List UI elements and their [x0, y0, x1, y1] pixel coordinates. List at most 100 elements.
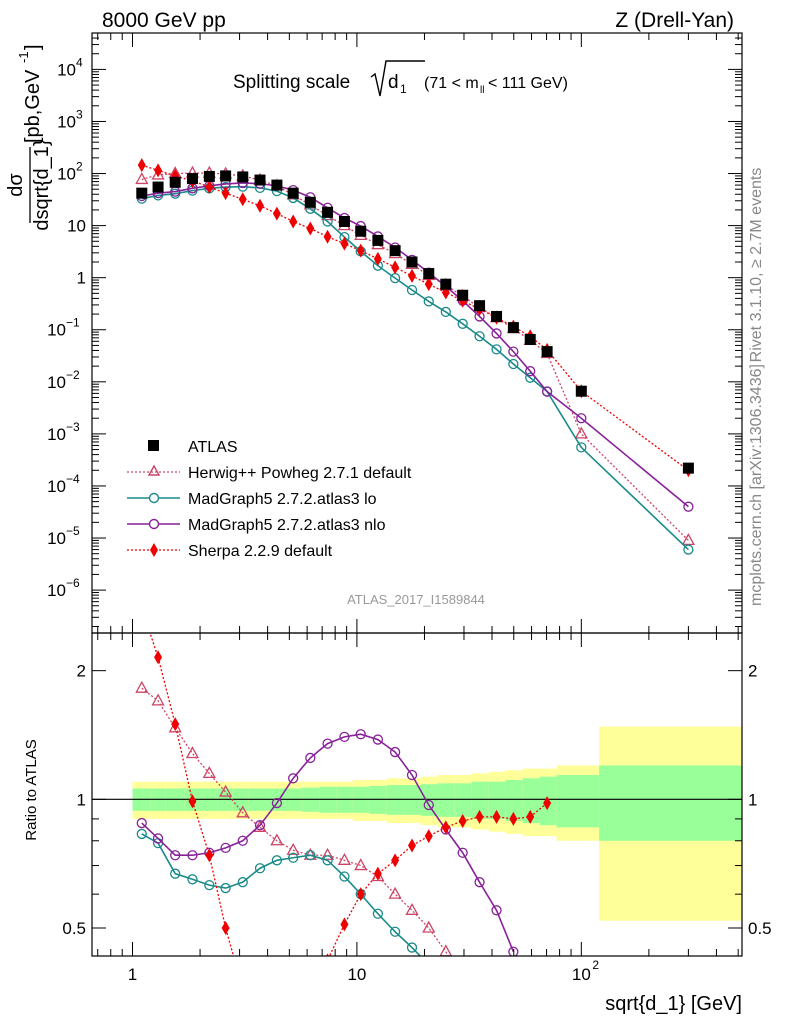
data-point-sherpa: [154, 163, 163, 178]
band-inner-bin: [488, 781, 506, 819]
sqrt-symbol: [370, 60, 425, 97]
ratio-point-mg5nlo: [322, 738, 333, 749]
ratio-point-mg5lo: [339, 871, 350, 882]
legend-sherpa-marker: [150, 543, 158, 557]
y-axis-label-unit-end: ]: [22, 44, 44, 50]
y-tick-label-exponent: −6: [66, 576, 80, 590]
plot-title: Splitting scale d 1 (71 < m ll < 111 GeV…: [233, 60, 568, 97]
data-point-sherpa: [256, 198, 265, 213]
legend-item-mg5nlo: MadGraph5 2.7.2.atlas3 nlo: [127, 517, 386, 534]
x-tick-label: 1: [128, 965, 137, 984]
data-point-atlas: [254, 174, 266, 186]
ratio-point-mg5lo: [424, 960, 433, 969]
ratio-point-mg5lo: [187, 874, 198, 885]
main-series-group: [135, 158, 695, 555]
ratio-line-mg5nlo: [141, 733, 515, 953]
ratio-point-herwig: [286, 842, 300, 855]
data-point-atlas: [169, 176, 181, 188]
data-point-atlas: [457, 289, 469, 301]
y-tick-label: 10: [47, 477, 66, 496]
data-point-atlas: [338, 215, 350, 227]
header-left: 8000 GeV pp: [102, 9, 226, 32]
legend-mg5lo-marker: [148, 492, 160, 504]
y-tick-label: 1: [77, 269, 86, 288]
legend-mg5nlo-marker: [148, 518, 160, 530]
series-line-herwig: [141, 172, 689, 541]
ratio-point-mg5nlo: [355, 729, 366, 740]
ratio-point-sherpa: [306, 987, 314, 1001]
y-axis-label-numerator: dσ: [5, 173, 27, 197]
data-point-atlas: [355, 225, 367, 237]
data-point-atlas: [237, 171, 249, 183]
ratio-point-herwig: [253, 819, 267, 832]
data-point-atlas: [575, 385, 587, 397]
band-inner-bin: [505, 779, 523, 821]
y-tick-label-exponent: −1: [66, 316, 80, 330]
ratio-point-mg5nlo: [339, 731, 350, 743]
data-point-sherpa: [137, 158, 146, 173]
data-point-herwig: [681, 533, 695, 546]
data-point-mg5lo: [440, 306, 451, 318]
y-tick-label: 10: [67, 217, 86, 236]
ratio-point-sherpa: [441, 820, 450, 835]
ratio-point-sherpa: [205, 848, 214, 863]
ratio-point-herwig: [354, 858, 368, 871]
legend-label-sherpa: Sherpa 2.2.9 default: [188, 543, 333, 560]
band-inner-bin: [599, 765, 742, 841]
data-point-mg5lo: [576, 442, 587, 453]
ratio-point-mg5lo: [254, 863, 266, 874]
ratio-point-herwig: [151, 693, 165, 706]
ratio-point-sherpa: [326, 953, 330, 956]
ratio-point-mg5nlo: [136, 817, 147, 829]
ratio-point-sherpa: [373, 866, 382, 881]
data-point-atlas: [491, 310, 503, 322]
mcplots-reference-label: mcplots.cern.ch [arXiv:1306.3436]: [748, 364, 765, 606]
ratio-point-sherpa: [391, 853, 400, 868]
legend-item-sherpa: Sherpa 2.2.9 default: [127, 543, 333, 560]
data-point-sherpa: [272, 206, 281, 221]
data-point-sherpa: [238, 192, 247, 207]
ratio-point-herwig: [337, 852, 352, 865]
data-point-mg5nlo: [576, 413, 587, 424]
ratio-uncertainty-band: [92, 726, 742, 921]
ratio-point-mg5lo: [441, 979, 450, 988]
ratio-point-sherpa: [188, 794, 197, 809]
data-point-sherpa: [356, 243, 365, 258]
ratio-point-mg5nlo: [220, 842, 231, 854]
ratio-point-herwig: [320, 847, 335, 860]
ratio-point-herwig: [270, 833, 284, 846]
y-axis-label: dσ dsqrt{d_1} [pb,GeV -1 ]: [5, 44, 53, 230]
ratio-point-mg5lo: [322, 855, 333, 866]
y-tick-label: 10: [47, 373, 66, 392]
ratio-point-sherpa: [154, 650, 163, 665]
ratio-point-mg5nlo: [288, 773, 299, 784]
title-cut-end: < 111 GeV): [488, 75, 568, 92]
ratio-point-sherpa: [273, 1016, 281, 1024]
ratio-point-herwig: [168, 720, 182, 733]
data-point-atlas: [372, 234, 384, 246]
legend-label-atlas: ATLAS: [188, 439, 238, 456]
ratio-point-mg5nlo: [372, 734, 384, 745]
band-inner-bin: [556, 775, 600, 828]
data-point-atlas: [304, 196, 316, 208]
ratio-point-mg5nlo: [491, 905, 502, 916]
y-tick-label: 10: [57, 112, 76, 131]
ratio-point-sherpa: [171, 717, 180, 732]
y-tick-label-exponent: −3: [66, 420, 80, 434]
data-point-sherpa: [323, 229, 332, 244]
title-symbol: d: [388, 72, 399, 93]
ratio-y-tick-label-right: 0.5: [748, 919, 772, 938]
data-point-mg5lo: [491, 344, 502, 355]
data-point-sherpa: [289, 214, 298, 229]
data-point-atlas: [474, 300, 486, 312]
series-line-sherpa: [141, 164, 689, 471]
y-tick-label-exponent: 3: [76, 107, 83, 121]
y-tick-label-exponent: 2: [76, 160, 83, 174]
ratio-point-mg5lo: [136, 828, 147, 840]
ratio-point-sherpa: [356, 887, 365, 902]
ratio-point-sherpa: [526, 809, 535, 824]
title-main: Splitting scale: [233, 72, 350, 93]
y-tick-label-exponent: −2: [66, 368, 80, 382]
